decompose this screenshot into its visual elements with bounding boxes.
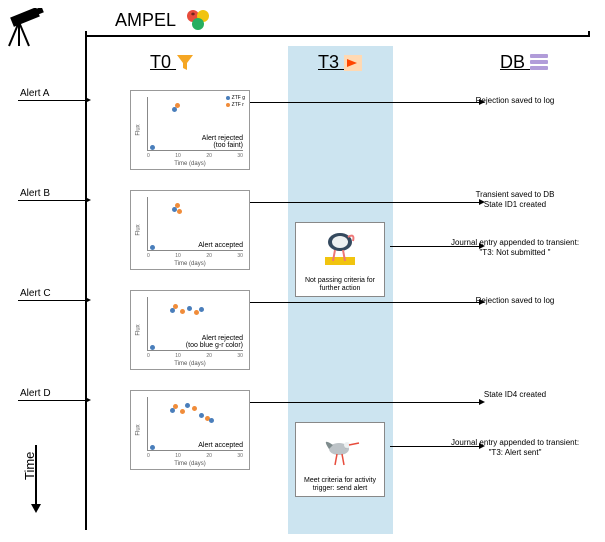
db-text: Journal entry appended to transient:"T3:… xyxy=(440,438,590,457)
col-header-db: DB xyxy=(500,52,548,73)
alert-label: Alert C xyxy=(20,288,51,299)
telescope-icon xyxy=(5,8,55,48)
chart-legend: ZTF g ZTF r xyxy=(226,95,245,108)
alert-arrow xyxy=(18,300,86,301)
db-text: Journal entry appended to transient:"T3:… xyxy=(440,238,590,257)
alert-label: Alert D xyxy=(20,388,51,399)
flow-arrow xyxy=(250,402,480,403)
title: AMPEL xyxy=(115,10,176,31)
db-text: State ID4 created xyxy=(440,390,590,400)
chart-status: Alert accepted xyxy=(198,242,243,250)
ostrich-icon xyxy=(300,227,380,274)
t3-caption: Meet criteria for activity trigger: send… xyxy=(300,477,380,492)
col-header-t3: T3 xyxy=(318,52,362,73)
t3-box: Not passing criteria for further action xyxy=(295,222,385,297)
ampel-logo-icon xyxy=(185,8,215,37)
alert-arrow xyxy=(18,100,86,101)
col-header-t0: T0 xyxy=(150,52,194,73)
funnel-icon xyxy=(176,54,194,72)
lightcurve-chart: Flux Alert accepted 0102030 Time (days) xyxy=(130,190,250,270)
alert-arrow xyxy=(18,400,86,401)
alert-arrow xyxy=(18,200,86,201)
database-icon xyxy=(530,54,548,72)
db-text: Rejection saved to log xyxy=(440,296,590,306)
alert-label: Alert A xyxy=(20,88,49,99)
t3-caption: Not passing criteria for further action xyxy=(300,277,380,292)
alert-label: Alert B xyxy=(20,188,50,199)
stork-icon xyxy=(300,427,380,474)
arrow-icon xyxy=(344,55,362,71)
t3-box: Meet criteria for activity trigger: send… xyxy=(295,422,385,497)
lightcurve-chart: Flux Alert accepted 0102030 Time (days) xyxy=(130,390,250,470)
chart-status: Alert accepted xyxy=(198,442,243,450)
db-text: Transient saved to DBState ID1 created xyxy=(440,190,590,209)
lightcurve-chart: Flux Alert rejected(too blue g-r color) … xyxy=(130,290,250,370)
lightcurve-chart: Flux ZTF g ZTF r Alert rejected(too fain… xyxy=(130,90,250,170)
time-axis-arrow xyxy=(35,445,37,505)
chart-status: Alert rejected(too faint) xyxy=(202,135,243,150)
db-text: Rejection saved to log xyxy=(440,96,590,106)
chart-status: Alert rejected(too blue g-r color) xyxy=(186,335,243,350)
